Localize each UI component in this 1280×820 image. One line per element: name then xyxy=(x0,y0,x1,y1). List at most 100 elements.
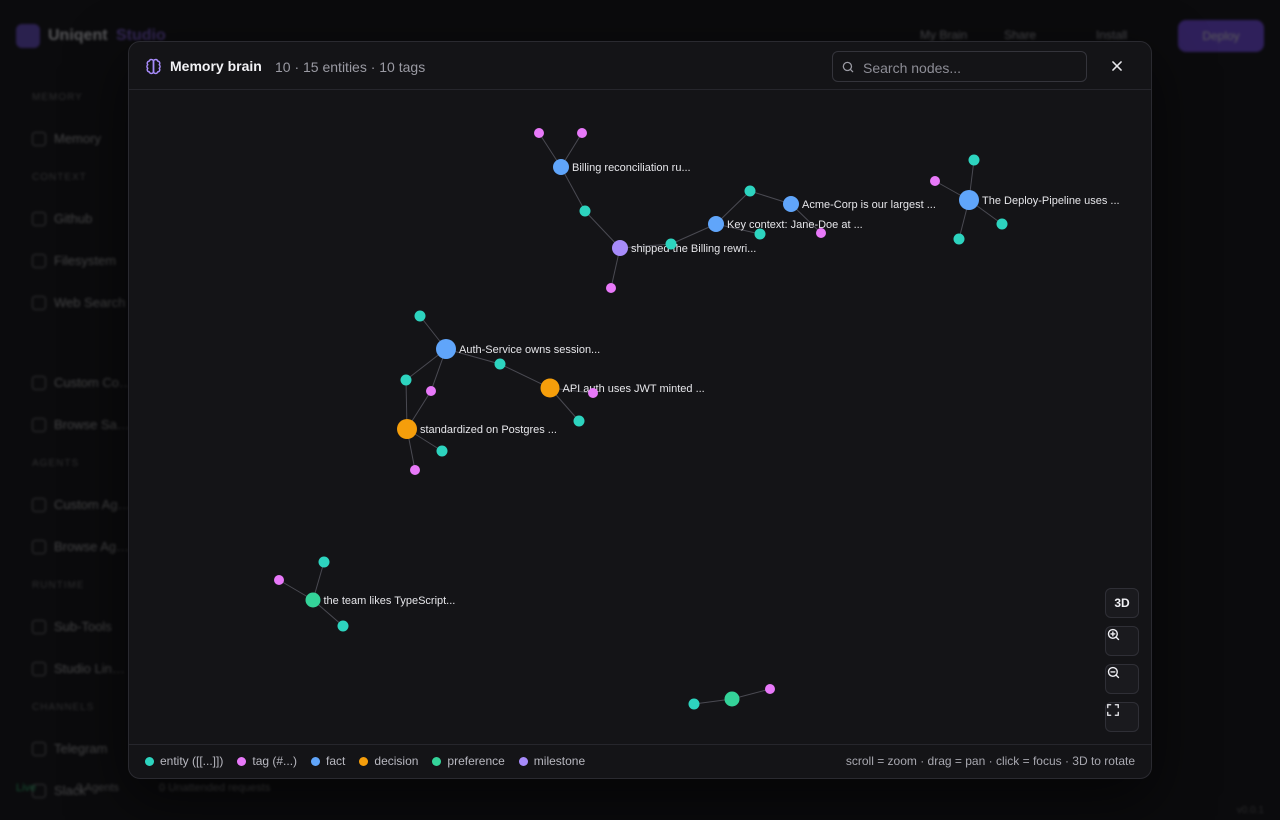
graph-node-fact[interactable]: The Deploy-Pipeline uses ... xyxy=(959,190,1120,210)
graph-node-fact[interactable]: Auth-Service owns session... xyxy=(436,339,600,359)
graph-node-tag[interactable] xyxy=(606,283,616,293)
sidebar-item[interactable]: Filesystem xyxy=(32,240,132,282)
graph-node-dot[interactable] xyxy=(305,592,321,608)
legend-label: milestone xyxy=(533,754,586,768)
graph-node-dot[interactable] xyxy=(665,238,677,250)
graph-node-dot[interactable] xyxy=(754,228,766,240)
graph-node-entity[interactable] xyxy=(400,374,412,386)
graph-node-dot[interactable] xyxy=(816,228,826,238)
sidebar-item[interactable]: Web Search xyxy=(32,282,132,324)
sidebar-item[interactable]: Sub-Tools xyxy=(32,606,132,648)
graph-node-dot[interactable] xyxy=(400,374,412,386)
search-nodes[interactable] xyxy=(832,51,1087,83)
graph-node-dot[interactable] xyxy=(414,310,426,322)
sidebar-item[interactable]: Custom Ag… xyxy=(32,484,132,526)
zoom-in-button[interactable] xyxy=(1105,626,1139,656)
graph-canvas[interactable]: Billing reconciliation ru... shipped the … xyxy=(129,90,1152,746)
graph-node-tag[interactable] xyxy=(426,386,436,396)
topbar-share[interactable]: Share xyxy=(1004,28,1037,42)
graph-node-dot[interactable] xyxy=(606,283,616,293)
graph-node-dot[interactable] xyxy=(436,445,448,457)
graph-node-dot[interactable] xyxy=(318,556,330,568)
graph-node-dot[interactable] xyxy=(337,620,349,632)
graph-node-decision[interactable]: API auth uses JWT minted ... xyxy=(540,378,705,398)
graph-node-milestone[interactable]: shipped the Billing rewri... xyxy=(612,240,756,256)
fit-view-button[interactable] xyxy=(1105,702,1139,732)
graph-node-dot[interactable] xyxy=(688,698,700,710)
graph-node-entity[interactable] xyxy=(665,238,677,250)
graph-node-dot[interactable] xyxy=(959,190,979,210)
graph-node-fact[interactable]: Billing reconciliation ru... xyxy=(553,159,691,175)
graph-node-dot[interactable] xyxy=(724,691,740,707)
topbar-my-brain[interactable]: My Brain xyxy=(920,28,968,42)
graph-node-dot[interactable] xyxy=(573,415,585,427)
graph-node-dot[interactable] xyxy=(494,358,506,370)
legend-label: decision xyxy=(374,754,419,768)
graph-node-entity[interactable] xyxy=(688,698,700,710)
sidebar-item[interactable]: Slack xyxy=(32,770,132,812)
graph-node-dot[interactable] xyxy=(577,128,587,138)
graph-node-dot[interactable] xyxy=(540,378,560,398)
graph-node-entity[interactable] xyxy=(953,233,965,245)
graph-node-dot[interactable] xyxy=(708,216,724,232)
graph-node-entity[interactable] xyxy=(436,445,448,457)
graph-node-entity[interactable] xyxy=(968,154,980,166)
sidebar-section-title: CHANNELS xyxy=(32,702,95,713)
graph-node-entity[interactable] xyxy=(579,205,591,217)
deploy-button[interactable]: Deploy xyxy=(1178,20,1264,52)
graph-node-tag[interactable] xyxy=(588,388,598,398)
graph-node-entity[interactable] xyxy=(754,228,766,240)
sidebar-item[interactable]: Telegram xyxy=(32,728,132,770)
graph-node-entity[interactable] xyxy=(337,620,349,632)
search-input[interactable] xyxy=(861,52,1085,83)
graph-node-dot[interactable] xyxy=(765,684,775,694)
graph-node-dot[interactable] xyxy=(588,388,598,398)
graph-node-dot[interactable] xyxy=(930,176,940,186)
sidebar-item[interactable]: Github xyxy=(32,198,132,240)
graph-node-tag[interactable] xyxy=(765,684,775,694)
graph-svg[interactable]: Billing reconciliation ru... shipped the … xyxy=(129,90,1152,746)
graph-node-decision[interactable]: standardized on Postgres ... xyxy=(397,419,557,439)
graph-node-dot[interactable] xyxy=(612,240,628,256)
graph-node-preference[interactable] xyxy=(724,691,740,707)
graph-node-entity[interactable] xyxy=(414,310,426,322)
sidebar-item[interactable]: Studio Lin… xyxy=(32,648,132,690)
graph-node-preference[interactable]: the team likes TypeScript... xyxy=(305,592,456,608)
sidebar-item[interactable]: Memory xyxy=(32,118,132,160)
sidebar-item-label: Github xyxy=(54,211,93,226)
graph-node-tag[interactable] xyxy=(930,176,940,186)
graph-node-entity[interactable] xyxy=(744,185,756,197)
graph-node-dot[interactable] xyxy=(996,218,1008,230)
graph-node-tag[interactable] xyxy=(816,228,826,238)
graph-node-tag[interactable] xyxy=(410,465,420,475)
graph-node-dot[interactable] xyxy=(744,185,756,197)
sidebar-item[interactable]: Browse Ag… xyxy=(32,526,132,568)
graph-edge xyxy=(584,210,621,249)
graph-node-dot[interactable] xyxy=(968,154,980,166)
graph-node-entity[interactable] xyxy=(494,358,506,370)
graph-node-dot[interactable] xyxy=(397,419,417,439)
graph-node-dot[interactable] xyxy=(436,339,456,359)
close-button[interactable] xyxy=(1105,54,1129,78)
zoom-out-button[interactable] xyxy=(1105,664,1139,694)
graph-node-dot[interactable] xyxy=(534,128,544,138)
graph-node-entity[interactable] xyxy=(573,415,585,427)
graph-node-fact[interactable]: Acme-Corp is our largest ... xyxy=(783,196,936,212)
graph-node-entity[interactable] xyxy=(318,556,330,568)
graph-node-dot[interactable] xyxy=(274,575,284,585)
graph-node-dot[interactable] xyxy=(953,233,965,245)
graph-node-dot[interactable] xyxy=(783,196,799,212)
graph-node-dot[interactable] xyxy=(426,386,436,396)
graph-node-dot[interactable] xyxy=(579,205,591,217)
graph-node-tag[interactable] xyxy=(577,128,587,138)
graph-node-dot[interactable] xyxy=(553,159,569,175)
graph-node-tag[interactable] xyxy=(274,575,284,585)
sidebar-item[interactable]: Custom Co… xyxy=(32,362,132,404)
graph-node-entity[interactable] xyxy=(996,218,1008,230)
sidebar-item[interactable]: Browse Sa… xyxy=(32,404,132,446)
toggle-3d-button[interactable]: 3D xyxy=(1105,588,1139,618)
topbar-install[interactable]: Install xyxy=(1096,28,1128,42)
graph-node-fact[interactable]: Key context: Jane-Doe at ... xyxy=(708,216,863,232)
graph-node-tag[interactable] xyxy=(534,128,544,138)
graph-node-dot[interactable] xyxy=(410,465,420,475)
